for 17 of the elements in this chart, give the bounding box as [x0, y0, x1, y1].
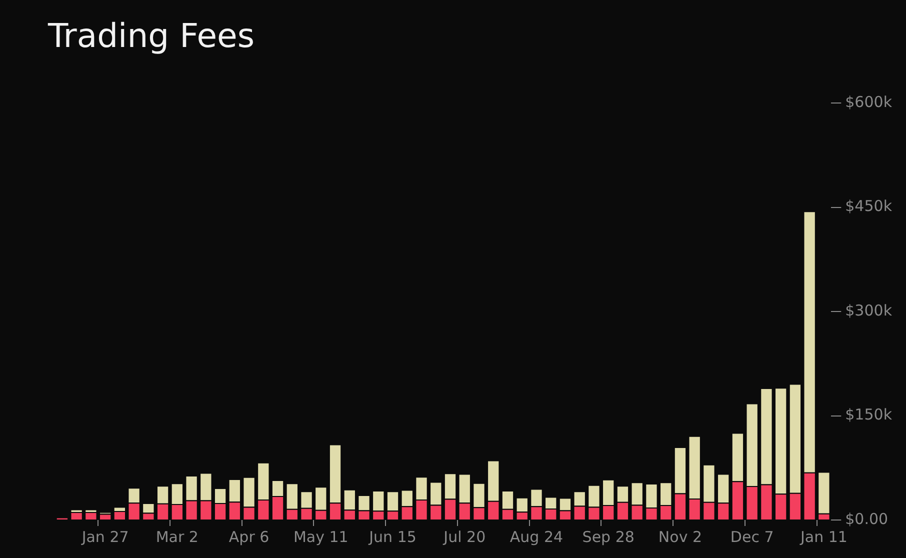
x-tick-label: Jan 11	[799, 528, 848, 546]
x-tick-label: Sep 28	[582, 528, 634, 546]
y-tick-label: $600k	[845, 92, 892, 111]
x-tick-label: Jan 27	[80, 528, 129, 546]
y-tick-label: $0.00	[845, 510, 888, 528]
chart-title: Trading Fees	[48, 16, 255, 55]
x-tick-label: Nov 2	[658, 528, 702, 546]
y-tick-label: $300k	[845, 301, 892, 320]
x-tick-label: May 11	[293, 528, 348, 546]
x-tick-label: Apr 6	[228, 528, 270, 546]
x-tick-label: Jun 15	[368, 528, 416, 546]
x-tick-label: Dec 7	[730, 528, 774, 546]
x-tick-label: Aug 24	[510, 528, 564, 546]
y-tick-label: $150k	[845, 406, 892, 424]
x-tick-label: Mar 2	[156, 528, 198, 546]
x-tick-label: Jul 20	[442, 528, 486, 546]
y-tick-label: $450k	[845, 197, 892, 216]
